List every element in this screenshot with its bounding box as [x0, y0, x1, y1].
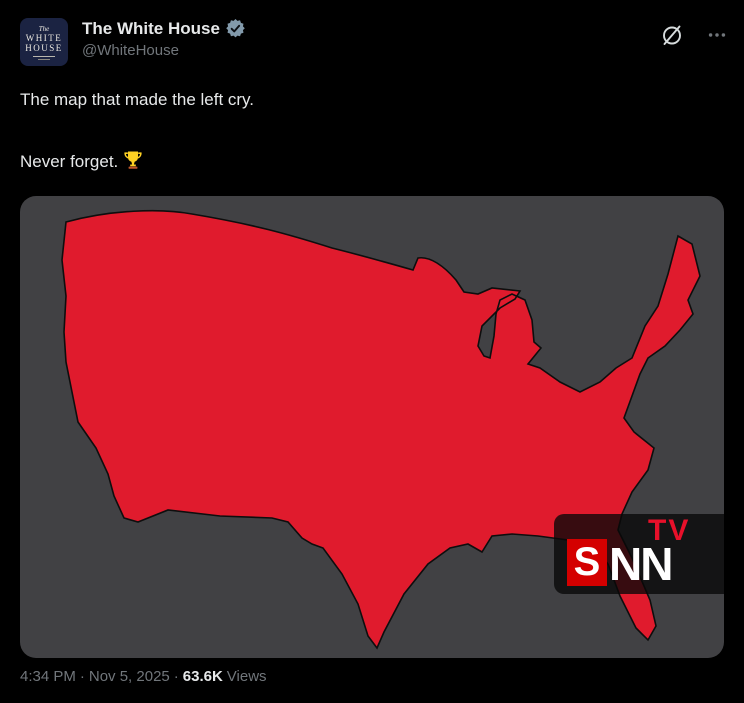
tweet-line-1: The map that made the left cry. [20, 90, 255, 109]
grok-icon [660, 23, 684, 47]
tweet-text: The map that made the left cry. Never fo… [20, 88, 724, 177]
tweet-time: 4:34 PM [20, 668, 76, 685]
views-label: Views [226, 668, 267, 685]
name-row: The White House [82, 18, 246, 39]
user-handle[interactable]: @WhiteHouse [82, 42, 179, 59]
snn-tv-watermark: TV S NN [554, 514, 724, 594]
separator-dot: · [173, 668, 179, 685]
header-actions [658, 18, 730, 49]
display-name[interactable]: The White House [82, 18, 220, 38]
more-options-button[interactable] [704, 22, 730, 48]
tweet-media[interactable]: TV S NN [20, 196, 724, 658]
verified-badge-icon [225, 18, 246, 39]
tweet-date: Nov 5, 2025 [88, 668, 170, 685]
avatar-text-house: HOUSE [25, 42, 63, 53]
views-count: 63.6K [182, 668, 223, 685]
avatar[interactable]: The WHITE HOUSE [20, 18, 68, 66]
tweet-footer: 4:34 PM · Nov 5, 2025 · 63.6K Views [20, 668, 267, 685]
avatar-ornament-line [33, 55, 55, 57]
grok-actions-button[interactable] [658, 21, 686, 49]
watermark-nn-text: NN [609, 538, 673, 590]
avatar-text-white: WHITE [25, 32, 63, 43]
trophy-emoji [123, 151, 143, 174]
separator-dot: · [79, 668, 85, 685]
watermark-tv-text: TV [648, 514, 691, 547]
avatar-text-the: The [38, 24, 50, 33]
avatar-ornament-line-2 [38, 58, 50, 60]
ellipsis-icon [706, 24, 728, 46]
tweet-line-2: Never forget. [20, 150, 724, 177]
tweet-header: The WHITE HOUSE The White House @WhiteHo… [20, 18, 730, 66]
watermark-s-block: S [567, 539, 607, 586]
user-block: The White House @WhiteHouse [82, 18, 246, 59]
